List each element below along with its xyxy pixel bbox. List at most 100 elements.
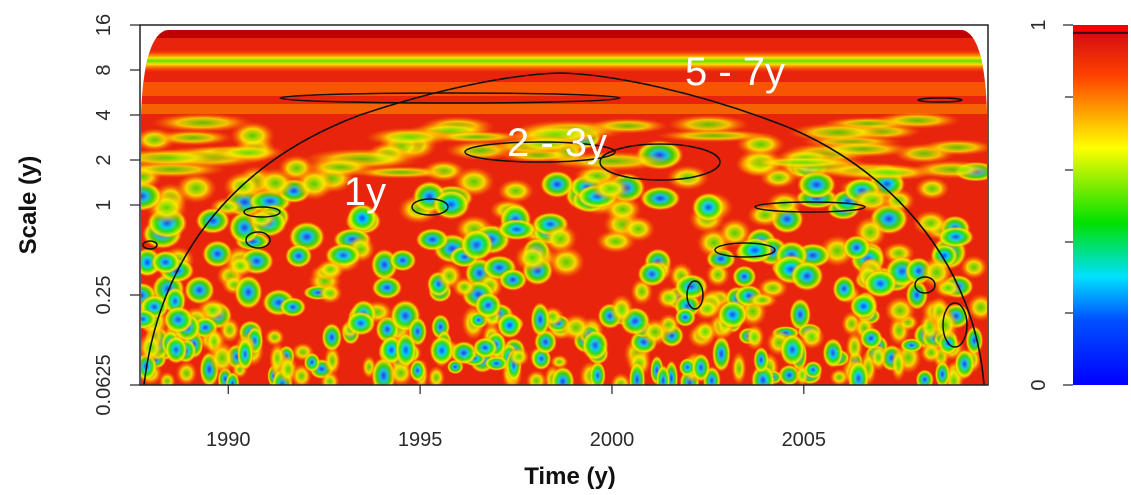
field-blob — [869, 343, 888, 372]
x-tick-label: 1995 — [398, 429, 443, 451]
field-blob — [452, 276, 477, 298]
coherence-field — [141, 30, 987, 385]
field-blob — [415, 228, 450, 252]
field-blob — [954, 348, 975, 380]
field-blob — [586, 118, 669, 134]
field-blob — [884, 296, 916, 325]
field-blob — [158, 371, 176, 385]
field-blob — [279, 296, 307, 318]
field-blob — [711, 335, 731, 373]
field-blob — [427, 365, 446, 385]
x-tick-label: 1990 — [206, 429, 251, 451]
field-band — [141, 50, 987, 72]
field-blob — [195, 207, 231, 235]
field-blob — [915, 369, 934, 385]
field-blob — [914, 177, 950, 200]
field-blob — [628, 361, 646, 385]
field-blob — [320, 371, 340, 385]
field-blob — [547, 246, 586, 278]
annotation: 5 - 7y — [685, 50, 785, 94]
field-blob — [937, 226, 975, 248]
colorbar-minor-ticks — [1065, 96, 1073, 314]
field-blob — [673, 273, 709, 300]
field-blob — [692, 192, 725, 223]
field-blob — [484, 355, 509, 371]
field-blob — [779, 333, 806, 367]
annotation: 2 - 3y — [507, 121, 607, 165]
field-blob — [175, 173, 217, 204]
field-blob — [899, 338, 924, 353]
field-blob — [822, 337, 844, 369]
field-blob — [472, 337, 498, 359]
y-tick-label: 0.25 — [93, 276, 115, 315]
field-blob — [530, 302, 550, 337]
field-blob — [409, 359, 426, 383]
field-blob — [498, 268, 528, 291]
field-blob — [389, 249, 417, 272]
field-blob — [609, 294, 634, 325]
field-blob — [667, 114, 750, 135]
field-blob — [236, 337, 254, 371]
field-blob — [919, 139, 987, 156]
field-blob — [394, 332, 417, 368]
field-blob — [589, 361, 606, 385]
field-blob — [460, 228, 494, 261]
field-blob — [656, 286, 682, 310]
field-band — [141, 104, 987, 114]
field-blob — [245, 208, 278, 230]
field-blob — [561, 313, 592, 342]
field-blob — [910, 160, 987, 179]
field-blob — [540, 170, 575, 199]
field-blob — [655, 364, 671, 385]
field-blob — [912, 210, 949, 236]
field-band — [141, 30, 987, 38]
field-blob — [847, 360, 870, 385]
field-blob — [474, 291, 502, 319]
field-blob — [678, 357, 697, 377]
y-tick-label: 16 — [93, 14, 115, 36]
colorbar — [1073, 25, 1128, 385]
field-blob — [450, 341, 478, 365]
field-blob — [744, 323, 765, 351]
y-tick-label: 1 — [93, 199, 115, 210]
field-blob — [371, 276, 403, 300]
field-blob — [285, 243, 313, 268]
field-blob — [966, 293, 987, 322]
field-blob — [621, 215, 655, 242]
field-blob — [863, 269, 898, 298]
axes: 1990 1995 2000 2005 0.0625 0.25 1 2 4 8 16 — [93, 14, 826, 451]
field-blob — [365, 127, 454, 147]
field-blob — [349, 166, 453, 179]
field-blob — [787, 122, 889, 143]
field-blob — [640, 318, 670, 346]
field-blob — [732, 265, 757, 288]
field-blob — [163, 305, 194, 334]
annotation: 1y — [344, 170, 386, 214]
field-blob — [859, 327, 883, 350]
field-blob — [445, 140, 516, 161]
field-blob — [321, 322, 343, 352]
field-blob — [184, 275, 215, 305]
field-blob — [674, 307, 696, 327]
field-blobs — [141, 112, 987, 385]
field-blob — [849, 293, 878, 320]
y-axis-title: Scale (y) — [15, 156, 42, 255]
field-blob — [873, 112, 961, 129]
field-blob — [152, 129, 234, 146]
field-band — [141, 82, 987, 96]
field-blob — [717, 300, 749, 329]
field-blob — [789, 298, 812, 332]
field-blob — [718, 218, 752, 248]
field-blob — [845, 331, 864, 363]
y-tick-label: 0.0625 — [93, 354, 115, 415]
field-blob — [811, 140, 913, 158]
field-blob — [832, 275, 856, 303]
cone-of-influence — [143, 72, 985, 385]
field-blob — [746, 291, 778, 309]
field-blob — [219, 317, 241, 343]
field-blob — [890, 346, 907, 382]
field-blob — [590, 176, 630, 201]
field-blob — [497, 179, 535, 203]
y-tick-label: 2 — [93, 154, 115, 165]
field-blob — [525, 369, 548, 385]
